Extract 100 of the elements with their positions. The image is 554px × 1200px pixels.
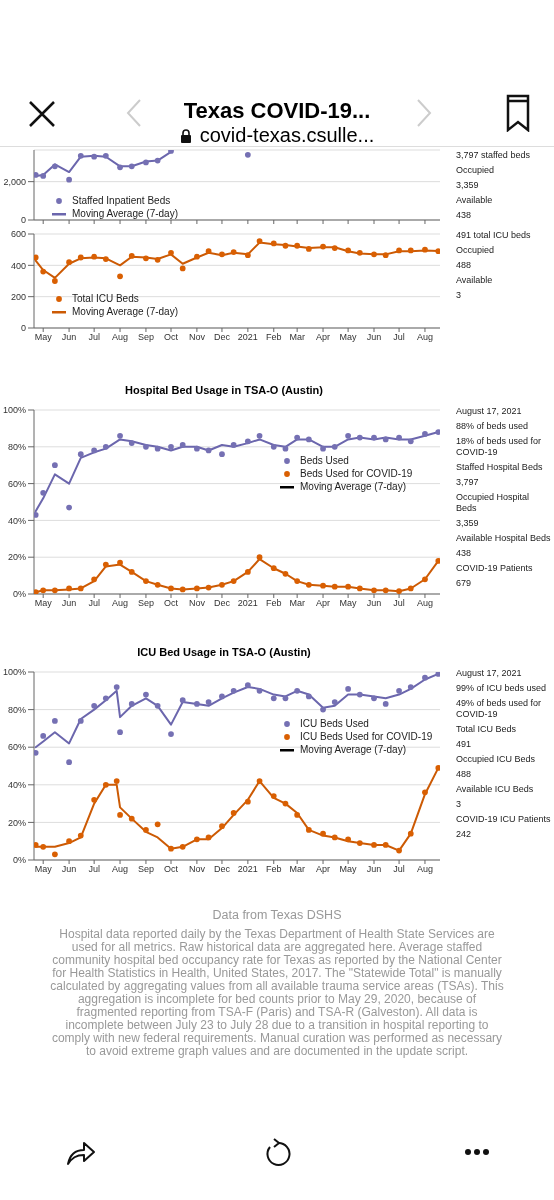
point <box>435 248 440 255</box>
point <box>179 843 186 850</box>
point <box>179 442 186 448</box>
y-tick-label: 40% <box>7 779 26 790</box>
x-tick-label: Jul <box>393 598 405 609</box>
point <box>117 729 123 736</box>
point <box>256 687 263 694</box>
point <box>396 687 402 694</box>
x-tick-label: Oct <box>164 332 179 343</box>
annotation: Moving Average (7-day) <box>300 481 406 493</box>
x-tick-label: Jun <box>366 598 382 609</box>
point <box>294 242 301 249</box>
point <box>371 587 377 594</box>
point <box>168 585 174 592</box>
point <box>52 462 58 469</box>
point <box>205 699 212 705</box>
legend-label: Moving Average (7-day) <box>72 306 178 317</box>
point <box>320 243 326 250</box>
point <box>52 278 58 284</box>
point <box>34 254 39 261</box>
point <box>294 687 301 694</box>
x-tick-label: Apr <box>316 598 331 609</box>
point <box>371 695 377 702</box>
point <box>270 565 277 572</box>
point <box>435 429 440 435</box>
point <box>179 697 186 704</box>
text: 438 <box>456 210 473 221</box>
x-tick-label: Sep <box>137 598 154 609</box>
point <box>270 695 277 702</box>
point <box>294 812 301 818</box>
point <box>345 583 351 590</box>
point <box>194 836 200 843</box>
point <box>40 173 47 179</box>
y-tick-label: 100% <box>2 405 26 416</box>
point <box>66 259 72 266</box>
y-tick-label: 40% <box>7 515 26 526</box>
point <box>40 733 47 739</box>
point <box>91 447 98 454</box>
point <box>179 265 186 272</box>
point <box>66 504 72 511</box>
point <box>66 585 72 592</box>
x-tick-label: Oct <box>164 864 179 875</box>
point <box>143 691 149 698</box>
point <box>40 489 47 496</box>
x-tick-label: May <box>34 864 53 875</box>
x-tick-label: Aug <box>112 332 129 343</box>
point <box>282 445 289 452</box>
x-tick-label: Jul <box>88 598 100 609</box>
point <box>77 254 84 261</box>
x-tick-label: May <box>34 332 53 343</box>
x-tick-label: Mar <box>289 864 305 875</box>
text: 3,797 <box>456 477 480 488</box>
x-tick-label: 2021 <box>237 598 258 609</box>
text: 3,359 <box>456 518 480 529</box>
point <box>66 176 72 183</box>
point <box>305 827 312 833</box>
text: 18% of beds used for COVID-19 <box>456 436 543 458</box>
x-tick-label: Jul <box>393 864 405 875</box>
point <box>154 445 161 452</box>
x-tick-label: Aug <box>112 598 129 609</box>
point <box>320 830 326 837</box>
point <box>77 585 84 592</box>
point <box>194 585 200 592</box>
x-tick-label: Jun <box>61 864 77 875</box>
point <box>52 718 58 724</box>
point <box>256 778 263 784</box>
legend-label: Moving Average (7-day) <box>72 208 178 219</box>
point <box>219 451 225 458</box>
text: 488 <box>456 769 473 780</box>
text: Occupied ICU Beds <box>456 754 537 765</box>
text: 99% of ICU beds used <box>456 683 548 694</box>
point <box>407 438 414 445</box>
point <box>270 443 277 450</box>
point <box>270 240 277 247</box>
point <box>244 798 251 805</box>
point <box>91 253 98 260</box>
point <box>244 438 251 445</box>
y-tick-label: 0% <box>12 855 26 866</box>
point <box>244 151 251 158</box>
y-tick-label: 60% <box>7 742 26 753</box>
point <box>154 256 161 263</box>
x-tick-label: Jun <box>61 598 77 609</box>
point <box>422 576 428 583</box>
point <box>435 672 440 677</box>
point <box>356 249 363 256</box>
x-tick-label: May <box>339 332 358 343</box>
point <box>128 701 135 707</box>
text: COVID-19 ICU Patients <box>456 814 552 825</box>
x-tick-label: Dec <box>213 598 231 609</box>
point <box>371 842 377 848</box>
point <box>219 251 225 258</box>
point <box>244 569 251 575</box>
point <box>168 443 174 450</box>
point <box>320 582 326 589</box>
point <box>194 253 200 260</box>
x-tick-label: Jun <box>366 864 382 875</box>
point <box>77 832 84 839</box>
point <box>194 445 200 452</box>
text: 49% of beds used for COVID-19 <box>456 698 543 720</box>
x-tick-label: Jul <box>393 332 405 343</box>
